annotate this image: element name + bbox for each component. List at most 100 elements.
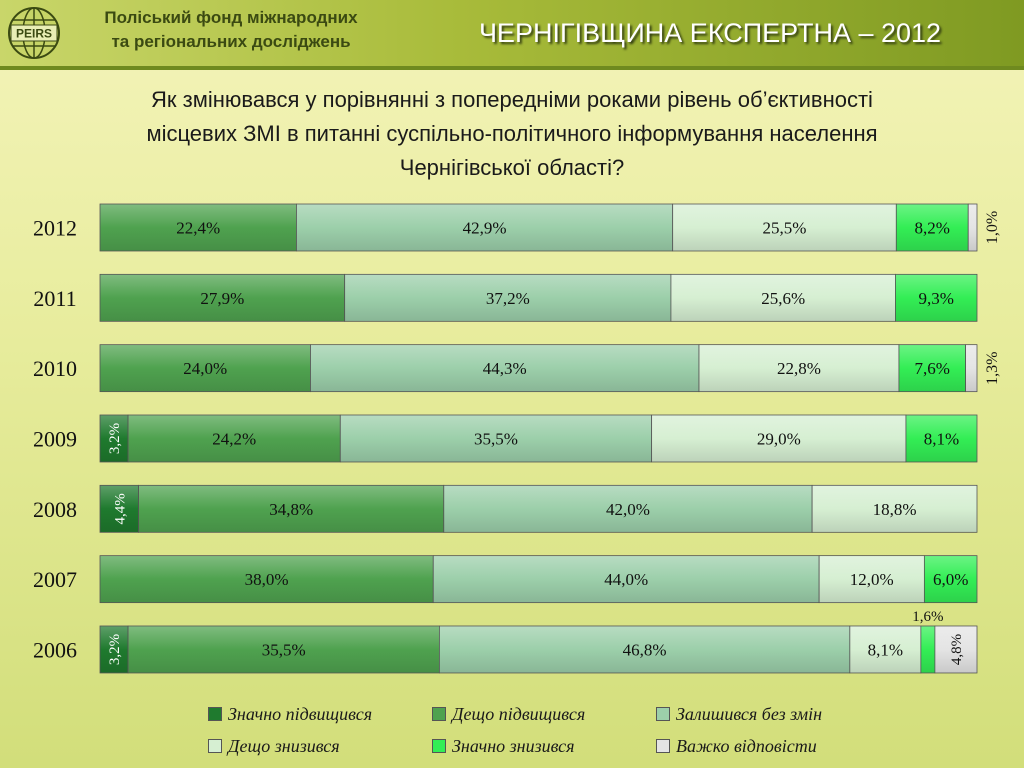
bar-segment xyxy=(344,273,672,322)
chart-question: Як змінювався у порівнянні з попередніми… xyxy=(40,83,984,185)
bar-segment xyxy=(898,344,967,393)
bar-segment xyxy=(967,203,978,252)
legend-item-hard-to-say: Важко відповісти xyxy=(656,736,817,757)
question-line-1: Як змінювався у порівнянні з попередніми… xyxy=(151,87,873,112)
data-label: 22,4% xyxy=(176,219,220,238)
data-label: 6,0% xyxy=(933,570,968,589)
bar-segment xyxy=(127,625,440,674)
data-label: 24,2% xyxy=(212,429,256,448)
question-line-2: місцевих ЗМІ в питанні суспільно-політич… xyxy=(146,121,878,146)
data-label: 24,0% xyxy=(183,359,227,378)
data-label: 1,6% xyxy=(912,609,943,625)
legend-label: Важко відповісти xyxy=(676,736,817,756)
legend-swatch xyxy=(208,739,222,753)
bar-segment xyxy=(670,273,896,322)
header-divider xyxy=(0,66,1024,70)
bar-segment xyxy=(99,484,139,533)
bar-segment xyxy=(296,203,674,252)
bar-segment xyxy=(443,484,813,533)
bar-segment xyxy=(99,414,129,463)
bar-segment xyxy=(99,344,311,393)
bar-segment xyxy=(438,625,851,674)
bar-segment xyxy=(895,203,969,252)
bar-segment xyxy=(99,203,297,252)
category-label-2008: 2008 xyxy=(33,497,77,522)
data-label: 4,8% xyxy=(949,634,965,665)
data-label: 46,8% xyxy=(623,640,667,659)
legend-swatch xyxy=(432,707,446,721)
peirs-logo-icon: PEIRS xyxy=(8,7,60,59)
bar-segment xyxy=(138,484,445,533)
data-label: 4,4% xyxy=(112,493,128,524)
org-line-2: та регіональних досліджень xyxy=(111,32,351,51)
category-label-2006: 2006 xyxy=(33,637,77,662)
data-label: 27,9% xyxy=(200,289,244,308)
category-label-2009: 2009 xyxy=(33,426,77,451)
data-label: 38,0% xyxy=(245,570,289,589)
legend-item-unchanged: Залишився без змін xyxy=(656,704,822,725)
data-label: 25,5% xyxy=(763,219,807,238)
data-label: 35,5% xyxy=(262,640,306,659)
legend-item-slightly-increased: Дещо підвищився xyxy=(432,704,585,725)
bar-segment xyxy=(923,555,978,604)
data-label: 42,0% xyxy=(606,500,650,519)
data-label: 44,0% xyxy=(604,570,648,589)
legend-swatch xyxy=(432,739,446,753)
legend-item-slightly-decreased: Дещо знизився xyxy=(208,736,340,757)
header-bar xyxy=(0,0,1024,66)
legend-swatch xyxy=(656,739,670,753)
legend-swatch xyxy=(208,707,222,721)
category-label-2011: 2011 xyxy=(33,286,76,311)
bar-segment xyxy=(698,344,900,393)
bar-segment xyxy=(339,414,653,463)
bar-segment xyxy=(818,555,925,604)
data-label: 1,0% xyxy=(984,211,1001,244)
data-label: 12,0% xyxy=(850,570,894,589)
bar-segment xyxy=(905,414,978,463)
org-line-1: Поліський фонд міжнародних xyxy=(104,8,358,27)
bar-segment xyxy=(811,484,978,533)
data-label: 1,3% xyxy=(984,351,1001,384)
organization-name: Поліський фонд міжнародних та регіональн… xyxy=(76,6,386,54)
bar-segment xyxy=(127,414,341,463)
bar-segment xyxy=(99,273,346,322)
bar-segment xyxy=(934,625,978,674)
data-label: 18,8% xyxy=(873,500,917,519)
data-label: 42,9% xyxy=(463,219,507,238)
data-label: 25,6% xyxy=(761,289,805,308)
legend-item-strongly-decreased: Значно знизився xyxy=(432,736,575,757)
logo-text: PEIRS xyxy=(16,27,52,41)
bar-segment xyxy=(310,344,700,393)
bar-segment xyxy=(432,555,820,604)
legend-label: Значно підвищився xyxy=(228,704,373,724)
bar-segment xyxy=(895,273,978,322)
data-label: 3,2% xyxy=(107,423,123,454)
legend-label: Значно знизився xyxy=(452,736,575,756)
data-label: 8,1% xyxy=(868,640,903,659)
bar-segment xyxy=(849,625,922,674)
legend-label: Дещо знизився xyxy=(228,736,340,756)
legend-swatch xyxy=(656,707,670,721)
bar-segment xyxy=(651,414,907,463)
data-label: 3,2% xyxy=(107,634,123,665)
data-label: 8,2% xyxy=(915,219,950,238)
category-label-2007: 2007 xyxy=(33,567,77,592)
page-title: ЧЕРНІГІВЩИНА ЕКСПЕРТНА – 2012 xyxy=(478,18,942,48)
data-label: 22,8% xyxy=(777,359,821,378)
data-label: 7,6% xyxy=(915,359,950,378)
question-line-3: Чернігівської області? xyxy=(399,155,625,180)
legend-label: Залишився без змін xyxy=(676,704,823,724)
bar-segment xyxy=(965,344,978,393)
data-label: 37,2% xyxy=(486,289,530,308)
legend-item-strongly-increased: Значно підвищився xyxy=(208,704,372,725)
data-label: 9,3% xyxy=(919,289,954,308)
category-label-2010: 2010 xyxy=(33,356,77,381)
category-label-2012: 2012 xyxy=(33,216,77,241)
data-label: 8,1% xyxy=(924,429,959,448)
data-label: 34,8% xyxy=(269,500,313,519)
bar-segment xyxy=(920,625,936,674)
data-label: 35,5% xyxy=(474,429,518,448)
data-label: 44,3% xyxy=(483,359,527,378)
bar-segment xyxy=(672,203,897,252)
